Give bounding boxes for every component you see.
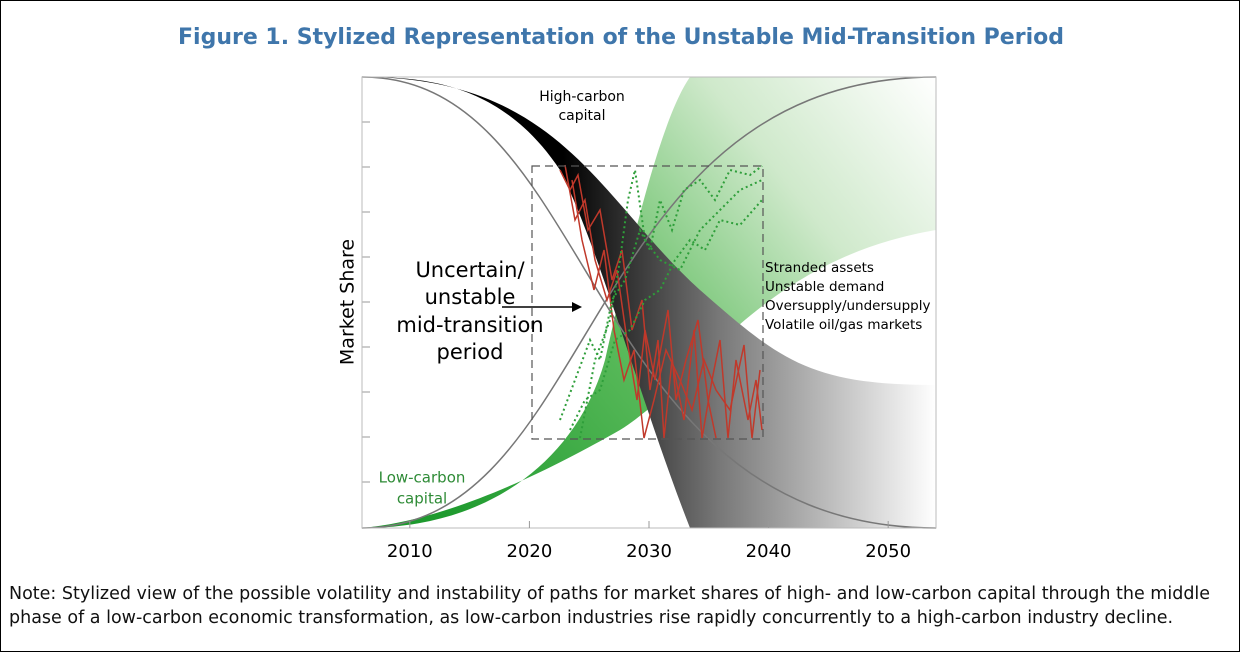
low-carbon-label: capital [397, 490, 447, 508]
figure-title: Figure 1. Stylized Representation of the… [178, 25, 1064, 50]
x-tick-label: 2040 [746, 541, 792, 562]
effect-label: Volatile oil/gas markets [765, 317, 922, 333]
effect-label: Stranded assets [765, 260, 874, 276]
period-label: mid-transition [396, 313, 543, 337]
arrow-head [572, 302, 582, 312]
y-minor-ticks [362, 121, 370, 483]
x-tick-label: 2050 [865, 541, 911, 562]
high-carbon-label: High-carbon [539, 89, 625, 105]
note: Note: Stylized view of the possible vola… [9, 584, 1211, 628]
period-label: unstable [425, 285, 516, 309]
x-tick-label: 2020 [507, 541, 553, 562]
period-label: period [437, 340, 504, 364]
low-carbon-label: Low-carbon [379, 469, 466, 487]
low-carbon-curve [361, 76, 937, 529]
high-carbon-band [362, 77, 936, 528]
x-tick-label: 2030 [626, 541, 672, 562]
low-carbon-paths [559, 165, 763, 439]
mid-transition-box [531, 165, 764, 440]
y-axis-label: Market Share [337, 239, 359, 365]
effect-label: Oversupply/undersupply [765, 298, 931, 314]
period-label: Uncertain/ [415, 258, 525, 282]
high-carbon-label: capital [558, 108, 605, 124]
high-carbon-paths [559, 164, 763, 439]
effect-label: Unstable demand [765, 279, 884, 295]
x-tick-label: 2010 [387, 541, 433, 562]
chart: Figure 1. Stylized Representation of the… [178, 25, 1064, 562]
